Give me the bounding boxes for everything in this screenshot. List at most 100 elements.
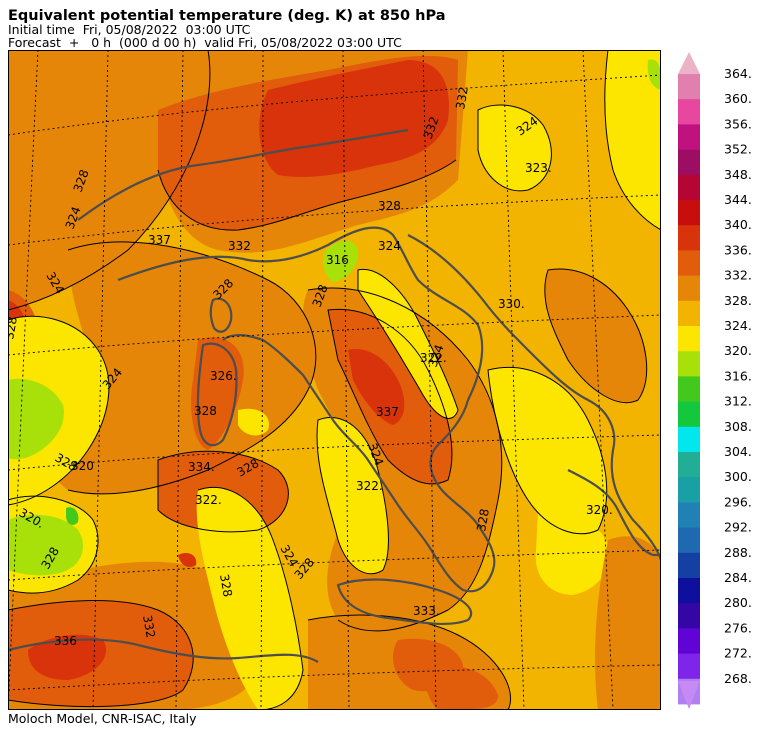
field-west-316 — [8, 378, 64, 460]
colorbar-label: 336. — [724, 242, 752, 257]
contour-line — [307, 614, 512, 710]
colorbar-labels: 364. 360. 356. 352. 348. 344. 340. 336. 332. 328.… — [724, 66, 752, 686]
map-title: Equivalent potential temperature (deg. K… — [8, 8, 446, 24]
contour-label: 332 — [228, 239, 251, 253]
colorbar-swatch — [678, 477, 700, 503]
contour-label: 322. — [356, 479, 383, 493]
colorbar-label: 316. — [724, 368, 752, 383]
colorbar-swatch — [678, 225, 700, 251]
coast-alps-border — [77, 128, 409, 221]
contour-lines — [8, 50, 661, 710]
colorbar-swatch — [678, 426, 700, 453]
colorbar-swatch — [678, 452, 700, 478]
map-frame — [8, 50, 661, 710]
initial-time-line: Initial time Fri, 05/08/2022 03:00 UTC — [8, 22, 251, 37]
coastlines — [8, 128, 661, 663]
grid-line — [8, 549, 661, 581]
coast-greece — [567, 469, 661, 557]
contour-label: 320 — [71, 459, 94, 473]
colorbar-swatch — [678, 174, 700, 201]
field-west2-312 — [66, 507, 79, 525]
coast-italy — [117, 226, 496, 593]
colorbar-swatch — [678, 502, 700, 528]
colorbar-label: 288. — [724, 545, 752, 560]
colorbar-swatch — [678, 628, 700, 654]
field-east-320 — [478, 105, 552, 191]
contour-label: 337 — [376, 405, 399, 419]
colorbar-label: 292. — [724, 520, 752, 535]
contour-label: 326. — [210, 369, 237, 383]
forecast-line: Forecast + 0 h (000 d 00 h) valid Fri, 0… — [8, 35, 402, 50]
coast-sardinia — [196, 342, 238, 447]
colorbar-swatch — [678, 124, 700, 150]
colorbar-label: 360. — [724, 91, 752, 106]
field-alps-336 — [259, 60, 449, 177]
colorbar-swatch — [678, 275, 700, 302]
colorbar-label: 268. — [724, 671, 752, 686]
coast-corsica — [209, 297, 233, 333]
field-sw-336 — [28, 634, 107, 680]
field-southeast-332 — [426, 666, 498, 710]
grid-line — [8, 664, 661, 691]
colorbar-swatch — [678, 200, 700, 226]
colorbar-top-arrow — [678, 52, 700, 74]
colorbar-label: 340. — [724, 217, 752, 232]
colorbar-swatch — [678, 578, 700, 604]
contour-label: 334. — [188, 460, 215, 474]
contour-line — [487, 366, 608, 535]
contour-label: 328 — [378, 199, 401, 213]
colorbar-label: 272. — [724, 646, 752, 661]
colorbar-label: 352. — [724, 142, 752, 157]
contour-line — [604, 50, 661, 231]
contour-label: 320. — [586, 503, 613, 517]
model-credit: Moloch Model, CNR-ISAC, Italy — [8, 711, 197, 726]
contour-label: 328 — [474, 508, 492, 533]
contour-label: 336 — [54, 634, 77, 648]
contour-line — [544, 268, 648, 404]
colorbar-label: 328. — [724, 293, 752, 308]
field-ionian-320 — [317, 417, 389, 574]
contour-label: 332 — [140, 614, 158, 639]
colorbar-swatch — [678, 401, 700, 428]
contour-line — [327, 308, 453, 485]
coast-sicily — [336, 578, 473, 626]
contour-line — [316, 416, 389, 575]
grid-line — [342, 50, 350, 710]
colorbar-swatch — [678, 527, 700, 554]
colorbar-swatch — [678, 74, 700, 100]
contour-line — [157, 450, 289, 533]
colorbar-bottom-arrow — [678, 681, 700, 709]
grid-line — [175, 50, 184, 710]
colorbar-label: 280. — [724, 595, 752, 610]
colorbar-label: 296. — [724, 494, 752, 509]
colorbar-label: 284. — [724, 570, 752, 585]
contour-line — [8, 315, 110, 506]
colorbar-swatch — [678, 149, 700, 176]
colorbar-swatches — [678, 74, 700, 705]
contour-label: 328 — [8, 316, 20, 341]
grid-line — [422, 50, 437, 710]
colorbar-swatch — [678, 250, 700, 276]
coast-north-africa — [8, 638, 319, 663]
field-west2-316 — [8, 514, 83, 576]
colorbar-swatch — [678, 326, 700, 352]
grid-line — [260, 50, 264, 710]
colorbar-label: 312. — [724, 394, 752, 409]
colorbar-label: 300. — [724, 469, 752, 484]
colorbar-label: 344. — [724, 192, 752, 207]
colorbar-swatch — [678, 99, 700, 125]
contour-label: 322. — [195, 493, 222, 507]
contour-line — [8, 600, 194, 708]
contour-label: 328 — [217, 573, 235, 598]
colorbar-swatch — [678, 376, 700, 402]
colorbar-swatch — [678, 603, 700, 629]
colorbar-legend: 364. 360. 356. 352. 348. 344. 340. 336. 332. 328.… — [678, 52, 752, 709]
field-italy-336 — [348, 349, 405, 425]
colorbar-label: 308. — [724, 419, 752, 434]
contour-label: 324 — [378, 239, 401, 253]
contour-line — [357, 268, 459, 419]
field-adriatic-316 — [322, 240, 359, 282]
contour-label: 337 — [148, 233, 171, 247]
grid-line — [92, 50, 109, 710]
field-se-328 — [595, 536, 661, 710]
